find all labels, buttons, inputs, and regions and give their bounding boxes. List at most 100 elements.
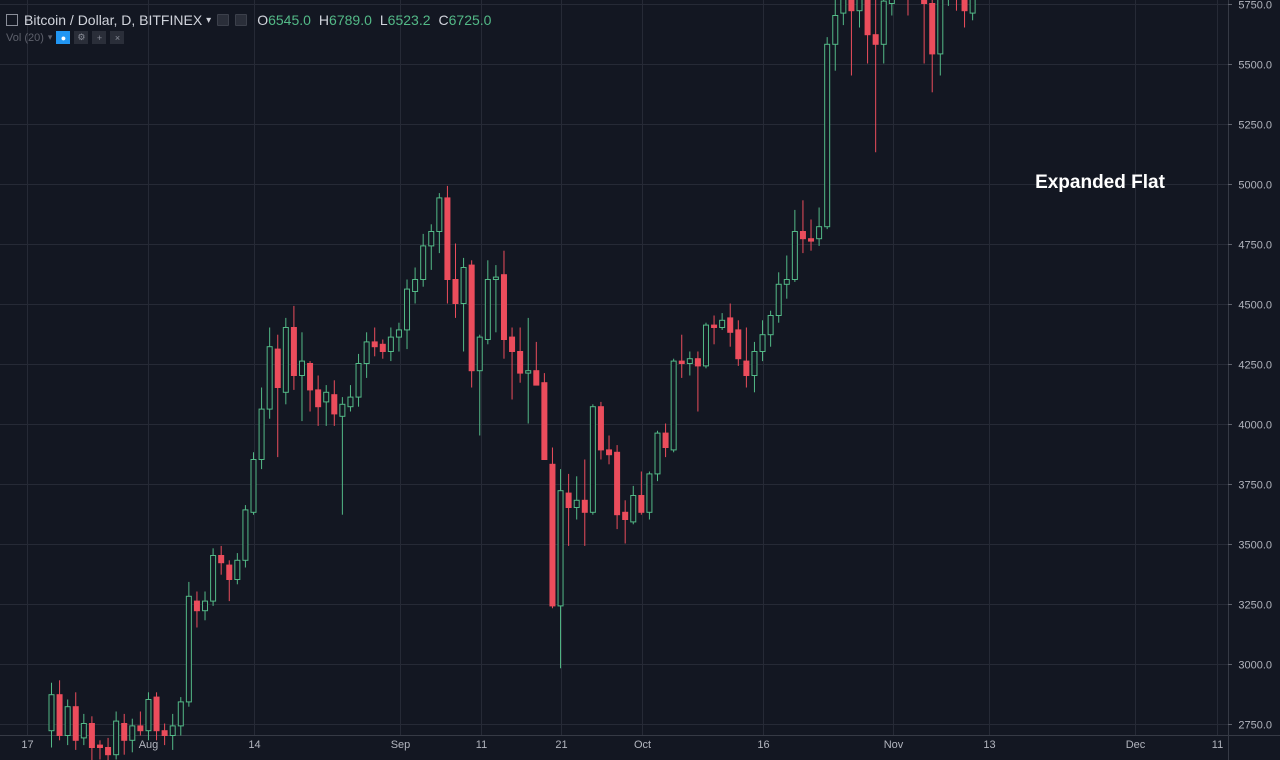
plus-icon[interactable]: +	[92, 31, 107, 44]
candle	[646, 471, 653, 520]
candle	[387, 327, 394, 362]
candle-body	[250, 459, 257, 513]
candle-body	[630, 495, 637, 523]
candle-body	[202, 600, 209, 612]
candle	[500, 250, 507, 359]
candle-body	[775, 283, 782, 316]
candle	[315, 375, 322, 426]
time-axis[interactable]: 17 Aug 14 Sep 11 21 Oct 16 Nov 13 Dec 11	[21, 739, 1223, 751]
candle	[947, 0, 949, 6]
candle	[323, 385, 330, 426]
price-tick-label: 4000.0	[1238, 420, 1272, 432]
candle-body	[856, 0, 863, 12]
candle	[670, 358, 677, 453]
candle	[153, 692, 160, 741]
candle-body	[662, 432, 669, 449]
candle	[678, 334, 685, 378]
candle	[589, 404, 596, 515]
candle	[371, 327, 378, 357]
volume-indicator-row: Vol (20) ▾ ● ⚙ + ×	[6, 31, 125, 44]
candle-body	[234, 559, 241, 580]
annotation-text[interactable]: Expanded Flat	[1035, 172, 1166, 193]
candle	[242, 505, 249, 568]
time-tick-label: 14	[248, 739, 260, 751]
candle	[565, 473, 572, 546]
collapse-icon[interactable]	[6, 14, 18, 26]
candle	[64, 699, 71, 746]
price-tick-label: 5000.0	[1238, 180, 1272, 192]
candle	[266, 327, 273, 419]
candle-body	[880, 0, 887, 45]
time-tick-label: 16	[757, 739, 769, 751]
candle-body	[597, 406, 604, 451]
candle	[711, 315, 718, 345]
candle-body	[64, 706, 71, 737]
candle	[404, 279, 411, 350]
candle	[630, 485, 637, 525]
candle	[56, 680, 63, 741]
candle-body	[161, 730, 168, 737]
eye-icon[interactable]: ●	[56, 31, 71, 44]
candle-body	[670, 360, 677, 451]
candle-body	[121, 723, 128, 741]
candle	[428, 224, 435, 270]
price-tick-label: 5500.0	[1238, 60, 1272, 72]
candle-body	[129, 725, 136, 741]
close-icon[interactable]: ×	[110, 31, 125, 44]
candle-body	[573, 499, 580, 508]
candle	[783, 255, 790, 299]
ohlc-open: O6545.0	[257, 12, 311, 28]
candle-body	[848, 0, 855, 12]
candle-body	[113, 720, 120, 756]
candle	[872, 0, 879, 153]
settings-icon[interactable]: ⚙	[74, 31, 89, 44]
symbol-title[interactable]: Bitcoin / Dollar, D, BITFINEX	[24, 12, 203, 28]
settings-icon[interactable]	[235, 14, 248, 26]
candle	[185, 581, 192, 707]
settings-icon[interactable]	[217, 14, 230, 26]
candle	[614, 445, 621, 530]
candle	[735, 320, 742, 366]
time-tick-label: Sep	[391, 739, 411, 751]
chevron-down-icon[interactable]: ▾	[206, 14, 212, 26]
candle-body	[702, 324, 709, 367]
candle	[799, 200, 806, 254]
candle-body	[331, 394, 338, 415]
candle-body	[557, 490, 564, 607]
candle-body	[436, 197, 443, 232]
candle	[880, 0, 887, 64]
candle	[549, 447, 556, 609]
candle	[848, 0, 855, 76]
candle-body	[872, 34, 879, 45]
candle	[193, 591, 200, 628]
candle	[282, 317, 289, 405]
price-tick-label: 5250.0	[1238, 120, 1272, 132]
ohlc-low: L6523.2	[379, 12, 431, 28]
candle	[436, 193, 443, 254]
candle-body	[395, 329, 402, 338]
candle	[557, 469, 564, 669]
price-tick-label: 5750.0	[1238, 0, 1272, 12]
candle-body	[686, 358, 693, 365]
candle-body	[549, 463, 556, 607]
candle	[775, 272, 782, 323]
candle-body	[105, 747, 112, 756]
candle	[622, 500, 629, 544]
candle	[258, 387, 265, 470]
candle-body	[525, 370, 532, 374]
price-axis[interactable]: 8750.08500.08250.08000.07750.07500.07250…	[1228, 0, 1279, 732]
volume-label[interactable]: Vol (20)	[6, 31, 44, 44]
candle	[145, 692, 152, 741]
candle-body	[622, 511, 629, 520]
candle	[202, 591, 209, 621]
candle-body	[145, 699, 152, 732]
chevron-down-icon[interactable]: ▾	[47, 32, 53, 42]
candle	[751, 341, 758, 393]
candle	[929, 0, 936, 93]
candle-body	[509, 336, 516, 353]
candle	[460, 257, 467, 352]
candle	[638, 471, 645, 515]
